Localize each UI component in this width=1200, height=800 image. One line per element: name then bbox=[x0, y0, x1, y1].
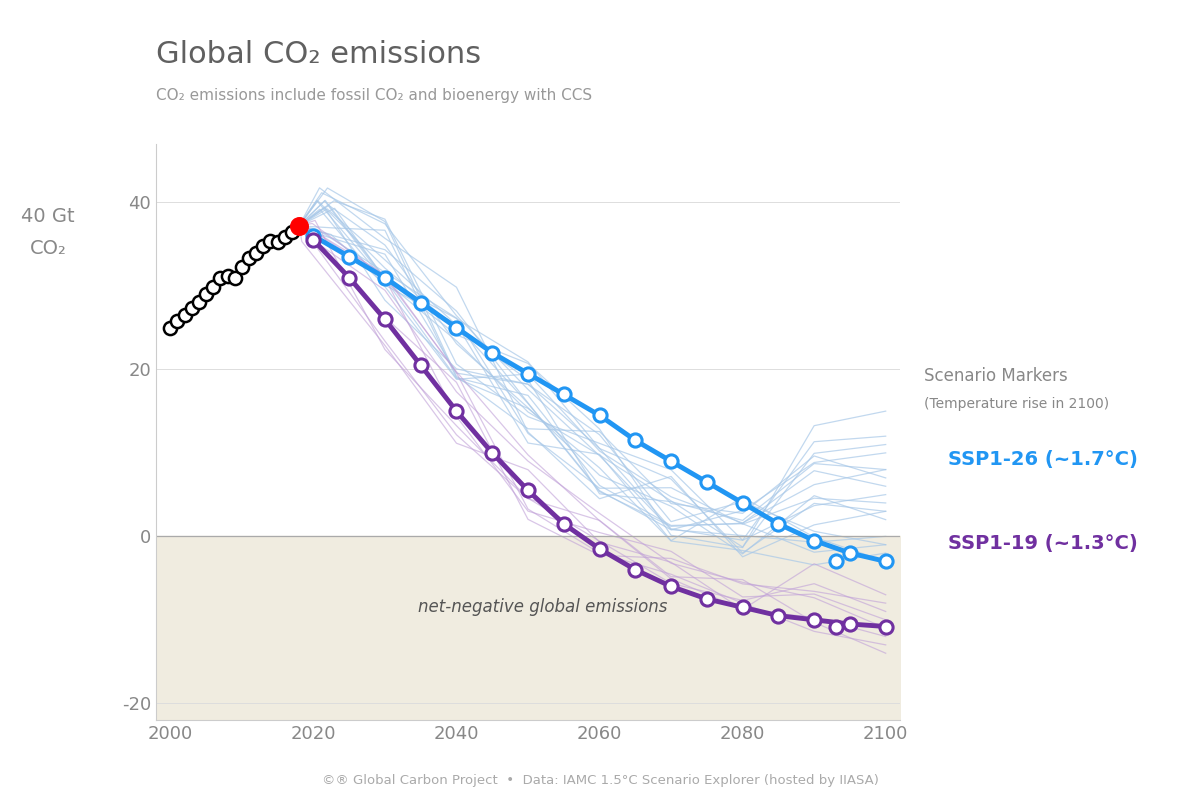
Point bbox=[190, 295, 209, 308]
Point bbox=[482, 446, 502, 459]
Text: SSP1-26 (~1.7°C): SSP1-26 (~1.7°C) bbox=[948, 450, 1138, 470]
Point bbox=[482, 346, 502, 359]
Point bbox=[697, 476, 716, 489]
Point bbox=[197, 288, 216, 301]
Point bbox=[376, 313, 395, 326]
Point bbox=[182, 302, 202, 315]
Point bbox=[289, 219, 308, 232]
Point bbox=[590, 409, 610, 422]
Point bbox=[876, 620, 895, 633]
Point bbox=[268, 235, 287, 248]
Point bbox=[554, 518, 574, 530]
Point bbox=[304, 230, 323, 242]
Point bbox=[840, 546, 859, 559]
Point bbox=[826, 620, 845, 633]
Point bbox=[304, 234, 323, 246]
Point bbox=[239, 251, 258, 264]
Point bbox=[826, 555, 845, 568]
Point bbox=[226, 271, 245, 284]
Point bbox=[804, 534, 823, 547]
Point bbox=[661, 455, 680, 468]
Point bbox=[446, 322, 466, 334]
Text: 40 Gt: 40 Gt bbox=[22, 206, 74, 226]
Point bbox=[446, 405, 466, 418]
Point bbox=[412, 296, 431, 309]
Point bbox=[840, 618, 859, 630]
Point bbox=[275, 231, 294, 244]
Point bbox=[518, 367, 538, 380]
Text: SSP1-19 (~1.3°C): SSP1-19 (~1.3°C) bbox=[948, 534, 1138, 554]
Point bbox=[218, 270, 238, 282]
Point bbox=[876, 555, 895, 568]
Point bbox=[253, 239, 272, 252]
Point bbox=[233, 260, 252, 273]
Point bbox=[554, 388, 574, 401]
Text: ©® Global Carbon Project  •  Data: IAMC 1.5°C Scenario Explorer (hosted by IIASA: ©® Global Carbon Project • Data: IAMC 1.… bbox=[322, 774, 878, 787]
Point bbox=[625, 563, 644, 576]
Point bbox=[804, 614, 823, 626]
Point bbox=[340, 250, 359, 263]
Point bbox=[246, 246, 265, 259]
Point bbox=[769, 518, 788, 530]
Point bbox=[412, 359, 431, 372]
Point bbox=[769, 610, 788, 622]
Point bbox=[168, 314, 187, 327]
Point bbox=[282, 226, 301, 238]
Point bbox=[204, 280, 223, 293]
Text: (Temperature rise in 2100): (Temperature rise in 2100) bbox=[924, 397, 1109, 411]
Point bbox=[697, 593, 716, 606]
Point bbox=[340, 271, 359, 284]
Text: net-negative global emissions: net-negative global emissions bbox=[418, 598, 667, 616]
Text: CO₂ emissions include fossil CO₂ and bioenergy with CCS: CO₂ emissions include fossil CO₂ and bio… bbox=[156, 88, 592, 103]
Point bbox=[175, 309, 194, 322]
Point bbox=[590, 542, 610, 555]
Point bbox=[518, 484, 538, 497]
Text: Scenario Markers: Scenario Markers bbox=[924, 367, 1068, 385]
Point bbox=[211, 272, 230, 285]
Text: Global CO₂ emissions: Global CO₂ emissions bbox=[156, 40, 481, 69]
Point bbox=[661, 580, 680, 593]
Point bbox=[625, 434, 644, 446]
Text: CO₂: CO₂ bbox=[30, 238, 66, 258]
Point bbox=[161, 322, 180, 334]
Point bbox=[733, 497, 752, 510]
Point bbox=[376, 271, 395, 284]
Point bbox=[260, 234, 280, 247]
Point bbox=[733, 601, 752, 614]
